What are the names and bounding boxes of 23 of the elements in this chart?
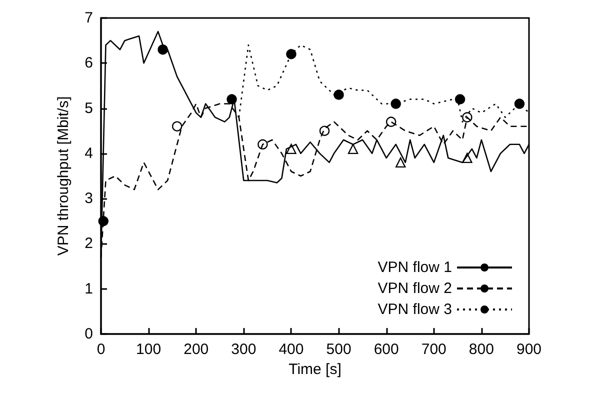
y-tick-label: 0: [84, 326, 93, 342]
x-tick-label: 700: [421, 341, 446, 358]
legend-label: VPN flow 3: [378, 301, 452, 318]
x-tick-label: 100: [136, 341, 162, 358]
y-tick-label: 6: [84, 54, 93, 72]
x-tick-label: 300: [231, 341, 256, 358]
x-tick-label: 800: [468, 341, 494, 358]
y-tick-label: 5: [84, 100, 93, 117]
x-tick-label: 400: [278, 341, 304, 358]
legend-label: VPN flow 2: [378, 280, 452, 297]
y-tick-label: 7: [84, 10, 93, 26]
x-tick-label: 500: [326, 341, 352, 358]
y-tick-label: 2: [84, 235, 93, 252]
y-axis-title: VPN throughput [Mbit/s]: [55, 96, 72, 256]
x-tick-label: 200: [184, 341, 209, 358]
x-tick-label: 600: [374, 341, 399, 358]
x-axis-title: Time [s]: [288, 361, 342, 378]
y-tick-label: 4: [84, 144, 93, 162]
y-tick-label: 3: [84, 190, 93, 208]
legend-label: VPN flow 1: [378, 259, 452, 276]
y-tick-label: 1: [84, 280, 93, 298]
x-tick-label: 900: [516, 341, 542, 358]
x-tick-label: 0: [96, 341, 106, 358]
